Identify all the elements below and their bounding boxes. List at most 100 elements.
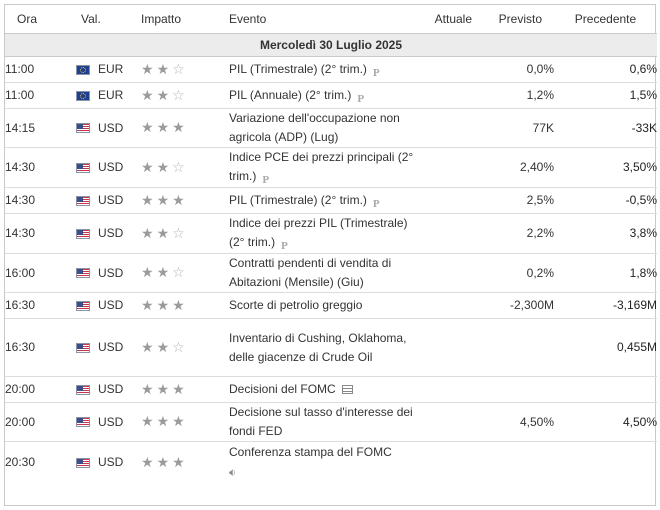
star-empty-icon: ☆ (172, 338, 188, 355)
event-name[interactable]: PIL (Trimestrale) (2° trim.) (229, 61, 367, 76)
event-currency: USD (98, 120, 124, 135)
event-currency-cell: USD (75, 318, 141, 377)
event-name-cell[interactable]: PIL (Trimestrale) (2° trim.) P (229, 56, 419, 83)
event-impact: ★★☆ (141, 82, 229, 109)
event-row[interactable]: 14:30 USD ★★☆ Indice PCE dei prezzi princip… (5, 147, 657, 188)
event-name[interactable]: Scorte di petrolio greggio (229, 298, 363, 312)
event-name[interactable]: Decisioni del FOMC (229, 382, 336, 396)
event-row[interactable]: 11:00 EUR ★★☆ PIL (Trimestrale) (2° trim.) P… (5, 56, 657, 83)
event-row[interactable]: 14:15 USD ★★★ Variazione dell'occupazione n… (5, 108, 657, 148)
event-impact: ★★☆ (141, 147, 229, 188)
us-flag-icon (76, 300, 90, 311)
star-filled-icon: ★ (156, 380, 173, 397)
event-name-cell[interactable]: Decisioni del FOMC (229, 376, 419, 403)
event-currency: EUR (98, 62, 124, 76)
event-forecast: 2,5% (484, 187, 554, 214)
event-name[interactable]: Contratti pendenti di vendita di Abitazi… (229, 256, 392, 289)
news-icon[interactable] (341, 385, 353, 394)
event-row[interactable]: 20:00 USD ★★★ Decisione sul tasso d'interes… (5, 402, 657, 442)
event-actual (419, 292, 484, 319)
event-name[interactable]: Inventario di Cushing, Oklahoma, delle g… (229, 330, 407, 364)
star-filled-icon: ★ (172, 296, 188, 313)
event-impact: ★★☆ (141, 56, 229, 83)
star-filled-icon: ★ (141, 60, 157, 77)
event-name-cell[interactable]: Indice dei prezzi PIL (Trimestrale) (2° … (229, 213, 419, 254)
event-currency-cell: USD (75, 253, 141, 293)
event-currency: USD (98, 160, 124, 174)
event-row[interactable]: 14:30 USD ★★☆ Indice dei prezzi PIL (Trimes… (5, 213, 657, 254)
event-name-cell[interactable]: PIL (Trimestrale) (2° trim.) P (229, 187, 419, 214)
star-empty-icon: ☆ (172, 224, 188, 241)
event-currency-cell: USD (75, 213, 141, 254)
event-currency-cell: EUR (75, 56, 141, 83)
event-impact: ★★☆ (141, 213, 229, 254)
event-row[interactable]: 14:30 USD ★★★ PIL (Trimestrale) (2° trim.) P… (5, 187, 657, 214)
star-filled-icon: ★ (172, 191, 188, 208)
date-row: Mercoledì 30 Luglio 2025 (5, 33, 657, 57)
event-forecast: 4,50% (484, 402, 554, 442)
event-currency: USD (98, 382, 124, 396)
us-flag-icon (76, 342, 90, 353)
event-currency-cell: USD (75, 187, 141, 214)
event-impact: ★★★ (141, 402, 229, 442)
event-forecast: 2,2% (484, 213, 554, 254)
star-filled-icon: ★ (156, 338, 173, 355)
event-name-cell[interactable]: Variazione dell'occupazione non agricola… (229, 108, 419, 148)
event-actual (419, 442, 484, 484)
event-time: 20:30 (5, 455, 36, 470)
event-previous (554, 442, 657, 484)
event-row[interactable]: 11:00 EUR ★★☆ PIL (Annuale) (2° trim.) P 1,2%… (5, 82, 657, 109)
event-name-cell[interactable]: Contratti pendenti di vendita di Abitazi… (229, 253, 419, 293)
event-time: 14:30 (5, 213, 75, 254)
event-previous (554, 376, 657, 403)
event-name[interactable]: Conferenza stampa del FOMC (229, 444, 392, 459)
event-previous: 0,6% (554, 56, 657, 83)
star-filled-icon: ★ (141, 264, 157, 280)
event-name-cell[interactable]: Decisione sul tasso d'interesse dei fond… (229, 402, 419, 442)
event-previous: 1,5% (554, 82, 657, 109)
event-name-cell[interactable]: Inventario di Cushing, Oklahoma, delle g… (229, 318, 419, 377)
event-name[interactable]: Indice PCE dei prezzi principali (2° tri… (229, 150, 414, 183)
event-name[interactable]: Indice dei prezzi PIL (Trimestrale) (2° … (229, 216, 408, 249)
us-flag-icon (76, 384, 90, 395)
star-empty-icon: ☆ (172, 264, 188, 280)
event-name-cell[interactable]: Scorte di petrolio greggio (229, 292, 419, 319)
event-name-cell[interactable]: PIL (Annuale) (2° trim.) P (229, 82, 419, 109)
star-filled-icon: ★ (172, 119, 188, 135)
event-actual (419, 318, 484, 377)
event-currency-cell: USD (75, 442, 141, 484)
event-impact: ★★★ (141, 442, 229, 484)
event-currency: USD (98, 340, 124, 354)
event-name[interactable]: PIL (Trimestrale) (2° trim.) (229, 192, 367, 207)
preliminary-icon: P (262, 174, 270, 186)
event-name-cell[interactable]: Indice PCE dei prezzi principali (2° tri… (229, 147, 419, 188)
speaker-icon[interactable]: 🔉︎ (229, 466, 236, 479)
event-row[interactable]: 20:30 USD ★★★ Conferenza stampa del FOMC 🔉︎ (5, 442, 657, 484)
us-flag-icon (76, 228, 90, 239)
event-row[interactable]: 16:00 USD ★★☆ Contratti pendenti di vendita… (5, 253, 657, 293)
event-impact: ★★★ (141, 187, 229, 214)
event-name[interactable]: Decisione sul tasso d'interesse dei fond… (229, 405, 413, 438)
event-impact: ★★☆ (141, 253, 229, 293)
us-flag-icon (76, 457, 90, 468)
star-filled-icon: ★ (141, 296, 157, 313)
header-evento: Evento (229, 12, 267, 26)
event-name[interactable]: Variazione dell'occupazione non agricola… (229, 111, 400, 144)
event-row[interactable]: 16:30 USD ★★☆ Inventario di Cushing, Oklaho… (5, 318, 657, 377)
event-time: 14:30 (5, 187, 75, 214)
event-name-cell[interactable]: Conferenza stampa del FOMC 🔉︎ (229, 442, 419, 484)
star-filled-icon: ★ (141, 86, 157, 103)
star-filled-icon: ★ (141, 413, 157, 429)
header-precedente: Precedente (574, 12, 637, 26)
event-actual (419, 402, 484, 442)
event-row[interactable]: 16:30 USD ★★★ Scorte di petrolio greggio -2,… (5, 292, 657, 319)
star-filled-icon: ★ (156, 119, 173, 135)
header-row: Ora Val. Impatto Evento Attuale Previsto… (5, 5, 657, 34)
event-previous: 0,455M (554, 318, 657, 377)
event-forecast: 1,2% (484, 82, 554, 109)
event-time: 11:00 (5, 82, 75, 109)
event-row[interactable]: 20:00 USD ★★★ Decisioni del FOMC (5, 376, 657, 403)
star-filled-icon: ★ (156, 413, 173, 429)
event-time: 16:00 (5, 253, 75, 293)
event-name[interactable]: PIL (Annuale) (2° trim.) (229, 87, 352, 102)
